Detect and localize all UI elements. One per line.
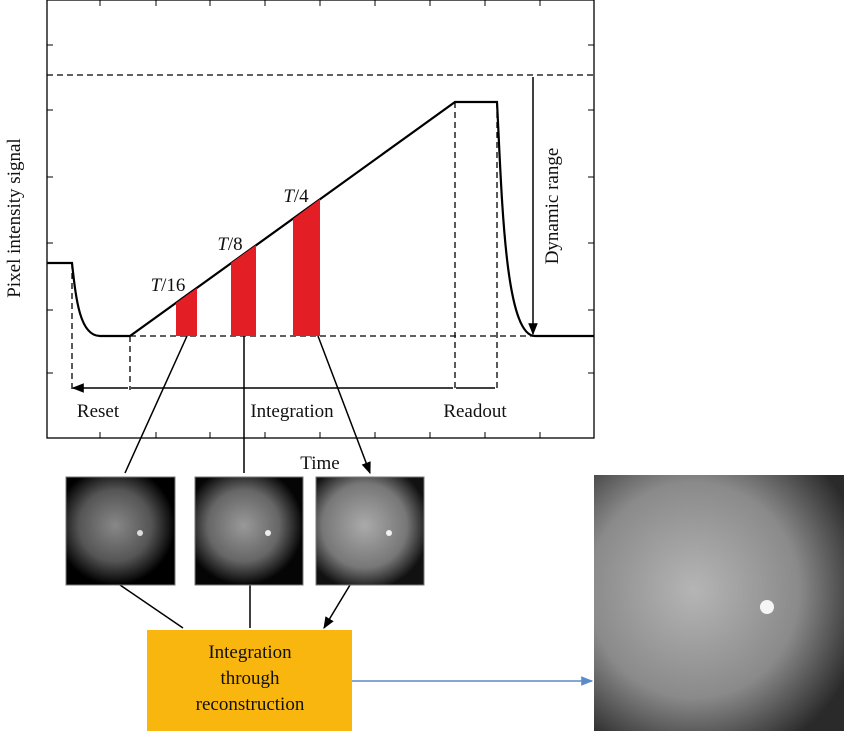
phase-label: Readout [443, 401, 507, 422]
exposure-bar [231, 245, 256, 336]
lesion [760, 600, 774, 614]
dynamic-range-label: Dynamic range [542, 148, 563, 265]
exposure-label: T/16 [151, 275, 186, 296]
process-text: Integration [208, 642, 292, 663]
reconstructed-image [594, 475, 844, 731]
signal-curve [47, 102, 594, 336]
y-axis-label: Pixel intensity signal [4, 138, 25, 297]
diagram: Pixel intensity signal Time Dynamic rang… [0, 0, 844, 731]
phase-label: Integration [250, 401, 334, 422]
merge-arrows [120, 585, 350, 628]
exposure-label-frac: /16 [161, 275, 185, 296]
thumbnail [66, 477, 175, 585]
thumbnails [66, 477, 424, 585]
lesion [265, 530, 271, 536]
phase-label: Reset [77, 401, 120, 422]
exposure-label: T/4 [283, 186, 309, 207]
exposure-label-frac: /8 [228, 234, 243, 255]
ticks [47, 0, 594, 438]
frame [47, 0, 594, 438]
thumbnail [316, 477, 424, 585]
lesion [386, 530, 392, 536]
process-text: reconstruction [196, 694, 305, 715]
process-text: through [220, 668, 280, 689]
lesion [137, 530, 143, 536]
thumbnail [195, 477, 303, 585]
x-axis-label: Time [300, 453, 339, 474]
exposure-bar [293, 199, 320, 336]
exposure-label: T/8 [217, 234, 242, 255]
exposure-label-frac: /4 [294, 186, 309, 207]
